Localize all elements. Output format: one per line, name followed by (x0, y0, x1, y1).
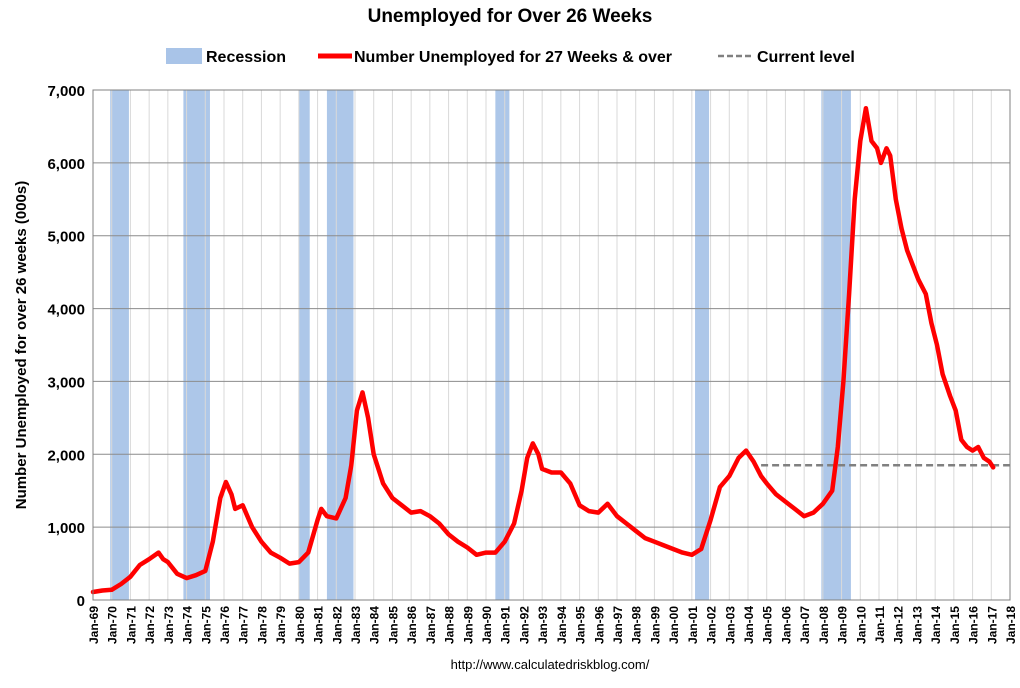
x-tick-label: Jan-78 (255, 606, 269, 644)
axes: 0 1,000 2,000 3,000 4,000 5,000 6,000 7,000 Jan-… (13, 83, 1018, 644)
x-tick-label: Jan-07 (798, 606, 812, 644)
x-tick-label: Jan-14 (929, 606, 943, 644)
x-tick-label: Jan-84 (368, 606, 382, 644)
x-tick-label: Jan-95 (574, 606, 588, 644)
x-tick-label: Jan-15 (948, 606, 962, 644)
y-axis-title: Number Unemployed for over 26 weeks (000… (13, 181, 30, 509)
x-tick-label: Jan-87 (424, 606, 438, 644)
y-tick-label: 1,000 (47, 520, 85, 537)
x-tick-label: Jan-88 (443, 606, 457, 644)
x-tick-label: Jan-98 (630, 606, 644, 644)
x-tick-label: Jan-11 (873, 606, 887, 644)
series-group (90, 105, 996, 595)
x-tick-label: Jan-75 (199, 606, 213, 644)
y-tick-label: 3,000 (47, 374, 85, 391)
legend-series-label: Number Unemployed for 27 Weeks & over (354, 49, 672, 66)
x-tick-label: Jan-69 (87, 606, 101, 644)
recession-band (695, 90, 710, 600)
x-tick-label: Jan-74 (181, 606, 195, 644)
x-tick-label: Jan-06 (779, 606, 793, 644)
x-tick-label: Jan-97 (611, 606, 625, 644)
x-tick-label: Jan-83 (349, 606, 363, 644)
x-tick-label: Jan-08 (817, 606, 831, 644)
recession-band (495, 90, 510, 600)
x-tick-label: Jan-71 (124, 606, 138, 644)
x-tick-label: Jan-80 (293, 606, 307, 644)
x-tick-label: Jan-03 (723, 606, 737, 644)
chart-title: Unemployed for Over 26 Weeks (367, 6, 653, 27)
x-tick-label: Jan-85 (386, 606, 400, 644)
recession-band (183, 90, 210, 600)
y-tick-label: 4,000 (47, 302, 85, 319)
x-tick-label: Jan-96 (592, 606, 606, 644)
source-url: http://www.calculatedriskblog.com/ (450, 657, 650, 672)
y-tick-label: 7,000 (47, 83, 85, 100)
legend-current-label: Current level (757, 49, 855, 66)
x-tick-label: Jan-13 (910, 606, 924, 644)
x-tick-label: Jan-18 (1004, 606, 1018, 644)
x-tick-label: Jan-86 (405, 606, 419, 644)
plot-border (92, 89, 1011, 601)
recession-band (326, 90, 354, 600)
x-tick-label: Jan-02 (705, 606, 719, 644)
x-tick-label: Jan-76 (218, 606, 232, 644)
grid-lines (92, 89, 1011, 601)
y-tick-label: 5,000 (47, 229, 85, 246)
legend-recession-label: Recession (206, 49, 286, 66)
x-tick-label: Jan-04 (742, 606, 756, 644)
x-tick-label: Jan-73 (162, 606, 176, 644)
x-tick-label: Jan-17 (985, 606, 999, 644)
x-tick-label: Jan-01 (686, 606, 700, 644)
x-tick-label: Jan-09 (836, 606, 850, 644)
x-tick-label: Jan-72 (143, 606, 157, 644)
x-tick-label: Jan-05 (761, 606, 775, 644)
x-tick-label: Jan-82 (330, 606, 344, 644)
y-tick-label: 0 (77, 593, 85, 610)
y-tick-label: 2,000 (47, 447, 85, 464)
x-tick-label: Jan-89 (461, 606, 475, 644)
x-tick-label: Jan-16 (967, 606, 981, 644)
x-tick-label: Jan-90 (480, 606, 494, 644)
x-tick-label: Jan-94 (555, 606, 569, 644)
x-tick-label: Jan-81 (312, 606, 326, 644)
x-tick-label: Jan-93 (536, 606, 550, 644)
series-line-unemployed-27-weeks (90, 105, 996, 595)
x-tick-label: Jan-00 (667, 606, 681, 644)
recession-band (110, 90, 129, 600)
recession-band (298, 90, 310, 600)
legend: Recession Number Unemployed for 27 Weeks … (166, 48, 855, 66)
y-tick-label: 6,000 (47, 156, 85, 173)
recession-bands (110, 90, 851, 600)
x-tick-label: Jan-99 (648, 606, 662, 644)
legend-recession-swatch (166, 48, 202, 64)
x-tick-label: Jan-70 (106, 606, 120, 644)
x-tick-label: Jan-79 (274, 606, 288, 644)
x-tick-label: Jan-91 (499, 606, 513, 644)
x-tick-label: Jan-10 (854, 606, 868, 644)
x-tick-label: Jan-92 (517, 606, 531, 644)
x-tick-label: Jan-12 (892, 606, 906, 644)
x-tick-label: Jan-77 (237, 606, 251, 644)
